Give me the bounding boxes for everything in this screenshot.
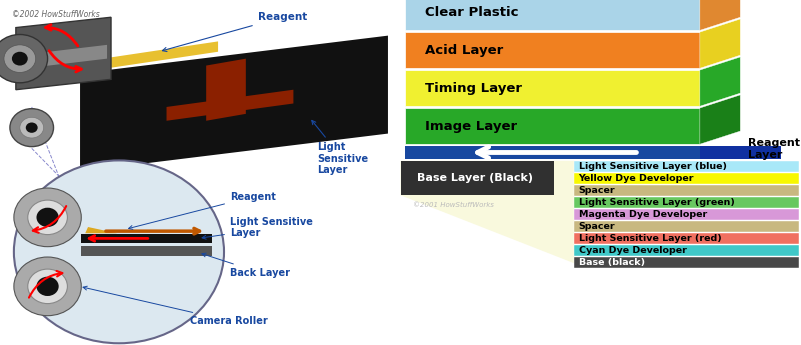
FancyBboxPatch shape bbox=[400, 185, 554, 187]
FancyBboxPatch shape bbox=[574, 257, 799, 268]
Polygon shape bbox=[400, 161, 574, 264]
Polygon shape bbox=[16, 17, 111, 90]
Text: Reagent: Reagent bbox=[163, 12, 307, 51]
Text: Acid Layer: Acid Layer bbox=[425, 44, 503, 57]
FancyBboxPatch shape bbox=[400, 166, 554, 169]
FancyBboxPatch shape bbox=[400, 177, 554, 179]
Circle shape bbox=[14, 257, 81, 316]
Circle shape bbox=[37, 208, 58, 227]
Text: Base (black): Base (black) bbox=[578, 258, 645, 267]
Circle shape bbox=[4, 45, 36, 72]
Text: Light Sensitive
Layer: Light Sensitive Layer bbox=[202, 217, 313, 239]
Polygon shape bbox=[20, 45, 107, 69]
Text: Light
Sensitive
Layer: Light Sensitive Layer bbox=[312, 120, 368, 175]
Polygon shape bbox=[71, 24, 392, 183]
FancyBboxPatch shape bbox=[574, 233, 799, 244]
FancyBboxPatch shape bbox=[574, 161, 799, 172]
FancyBboxPatch shape bbox=[400, 190, 554, 193]
FancyBboxPatch shape bbox=[405, 70, 700, 106]
FancyBboxPatch shape bbox=[81, 234, 212, 243]
Text: Clear Plastic: Clear Plastic bbox=[425, 6, 518, 19]
Circle shape bbox=[37, 277, 58, 296]
FancyBboxPatch shape bbox=[700, 146, 781, 159]
Polygon shape bbox=[79, 41, 218, 72]
Polygon shape bbox=[700, 57, 740, 106]
Text: Image Layer: Image Layer bbox=[425, 120, 517, 132]
Text: Spacer: Spacer bbox=[578, 222, 615, 231]
Circle shape bbox=[28, 200, 67, 235]
Text: ©2002 HowStuffWorks: ©2002 HowStuffWorks bbox=[12, 10, 99, 19]
Polygon shape bbox=[700, 95, 740, 144]
Text: Spacer: Spacer bbox=[578, 186, 615, 195]
Polygon shape bbox=[85, 227, 117, 233]
FancyBboxPatch shape bbox=[574, 245, 799, 256]
Text: Magenta Dye Developer: Magenta Dye Developer bbox=[578, 210, 706, 219]
FancyBboxPatch shape bbox=[405, 146, 740, 159]
FancyBboxPatch shape bbox=[400, 161, 554, 195]
Text: Camera Roller: Camera Roller bbox=[83, 286, 268, 326]
Circle shape bbox=[28, 269, 67, 304]
Text: Light Sensitive Layer (green): Light Sensitive Layer (green) bbox=[578, 198, 735, 207]
FancyBboxPatch shape bbox=[400, 187, 554, 190]
Circle shape bbox=[10, 109, 54, 147]
Polygon shape bbox=[700, 0, 740, 30]
FancyBboxPatch shape bbox=[405, 108, 700, 144]
Polygon shape bbox=[79, 34, 388, 172]
FancyBboxPatch shape bbox=[81, 246, 212, 256]
FancyBboxPatch shape bbox=[574, 209, 799, 220]
FancyBboxPatch shape bbox=[405, 0, 700, 30]
FancyBboxPatch shape bbox=[574, 221, 799, 232]
FancyBboxPatch shape bbox=[400, 182, 554, 185]
Circle shape bbox=[14, 188, 81, 247]
FancyBboxPatch shape bbox=[400, 171, 554, 174]
FancyBboxPatch shape bbox=[400, 179, 554, 182]
Text: Light Sensitive Layer (blue): Light Sensitive Layer (blue) bbox=[578, 162, 727, 171]
Circle shape bbox=[20, 117, 43, 138]
FancyBboxPatch shape bbox=[574, 173, 799, 184]
Text: ©2001 HowStuffWorks: ©2001 HowStuffWorks bbox=[413, 202, 493, 208]
FancyBboxPatch shape bbox=[574, 197, 799, 208]
Text: Cyan Dye Developer: Cyan Dye Developer bbox=[578, 246, 686, 255]
Text: Reagent: Reagent bbox=[129, 192, 276, 229]
FancyBboxPatch shape bbox=[400, 193, 554, 195]
Circle shape bbox=[12, 52, 28, 66]
FancyBboxPatch shape bbox=[574, 185, 799, 196]
Polygon shape bbox=[206, 59, 246, 121]
FancyBboxPatch shape bbox=[400, 164, 554, 166]
Text: Timing Layer: Timing Layer bbox=[425, 82, 521, 95]
FancyBboxPatch shape bbox=[400, 174, 554, 177]
Text: Light Sensitive Layer (red): Light Sensitive Layer (red) bbox=[578, 234, 721, 243]
Text: Back Layer: Back Layer bbox=[202, 253, 290, 277]
Text: Yellow Dye Developer: Yellow Dye Developer bbox=[578, 174, 694, 183]
Polygon shape bbox=[167, 90, 293, 121]
FancyBboxPatch shape bbox=[405, 32, 700, 68]
Text: Reagent
Layer: Reagent Layer bbox=[748, 138, 800, 160]
Circle shape bbox=[14, 160, 224, 343]
Circle shape bbox=[0, 34, 47, 83]
FancyBboxPatch shape bbox=[400, 161, 554, 164]
FancyBboxPatch shape bbox=[400, 169, 554, 171]
Circle shape bbox=[26, 122, 38, 133]
Polygon shape bbox=[700, 19, 740, 68]
Polygon shape bbox=[71, 131, 392, 190]
Text: Base Layer (Black): Base Layer (Black) bbox=[417, 173, 533, 183]
